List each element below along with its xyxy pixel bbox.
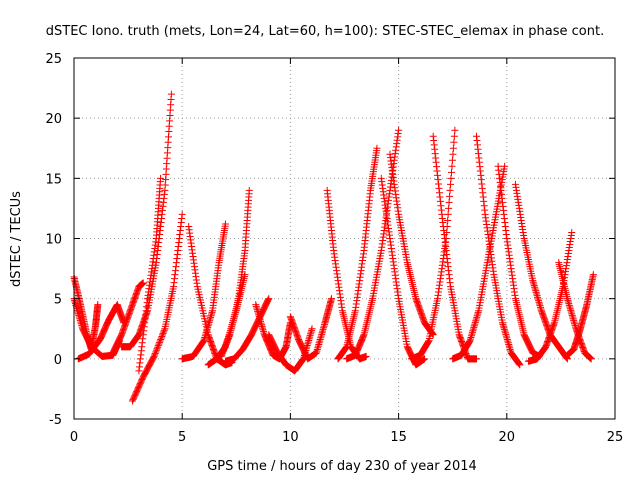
data-point <box>447 168 455 176</box>
data-point <box>154 343 162 351</box>
data-point <box>373 144 381 152</box>
data-point <box>447 174 455 182</box>
data-point <box>265 295 273 303</box>
data-point <box>421 355 429 363</box>
x-tick-label: 20 <box>499 430 516 445</box>
data-point <box>451 126 459 134</box>
data-point <box>139 279 147 287</box>
data-point <box>94 301 102 309</box>
data-point <box>395 126 403 134</box>
x-tick-label: 10 <box>282 430 299 445</box>
data-point <box>153 345 161 353</box>
data-point <box>155 339 163 347</box>
x-tick-label: 15 <box>390 430 407 445</box>
data-point <box>199 339 207 347</box>
x-tick-label: 0 <box>70 430 78 445</box>
y-tick-label: 10 <box>45 233 62 248</box>
y-tick-label: 25 <box>45 52 62 67</box>
data-point <box>449 150 457 158</box>
data-point <box>473 355 481 363</box>
data-point <box>151 349 159 357</box>
data-point <box>446 192 454 200</box>
data-point <box>450 138 458 146</box>
data-point <box>589 271 597 279</box>
y-tick-label: 5 <box>54 293 62 308</box>
chart-title: dSTEC Iono. truth (mets, Lon=24, Lat=60,… <box>46 24 604 39</box>
y-tick-label: 20 <box>45 112 62 127</box>
axis-ticks: 0 5 10 15 20 25 -5 0 5 10 15 20 25 <box>45 52 623 445</box>
data-point <box>446 186 454 194</box>
data-point <box>157 334 165 342</box>
data-point <box>154 342 162 350</box>
y-tick-label: 0 <box>54 353 62 368</box>
data-point <box>160 328 168 336</box>
data-point <box>159 329 167 337</box>
x-tick-label: 5 <box>178 430 186 445</box>
y-tick-label: -5 <box>49 413 62 428</box>
data-point <box>516 361 524 369</box>
data-point <box>447 180 455 188</box>
y-tick-label: 15 <box>45 172 62 187</box>
data-point <box>155 340 163 348</box>
x-axis-label: GPS time / hours of day 230 of year 2014 <box>207 459 477 474</box>
data-point <box>157 336 165 344</box>
data-point <box>152 346 160 354</box>
data-point <box>167 90 175 98</box>
data-point <box>449 144 457 152</box>
data-point <box>445 198 453 206</box>
data-point <box>444 210 452 218</box>
data-point <box>245 186 253 194</box>
data-point <box>444 216 452 224</box>
data-point <box>362 352 370 360</box>
data-point <box>221 220 229 228</box>
data-point <box>328 295 336 303</box>
data-point <box>160 326 168 334</box>
data-point <box>156 337 164 345</box>
data-point <box>587 355 595 363</box>
data-point <box>152 348 160 356</box>
data-point <box>448 156 456 164</box>
data-point <box>151 351 159 359</box>
y-axis-label: dSTEC / TECUs <box>9 191 24 287</box>
data-point <box>178 210 186 218</box>
data-point <box>157 174 165 182</box>
data-point <box>150 352 158 360</box>
data-point <box>448 162 456 170</box>
data-point <box>450 132 458 140</box>
data-point <box>445 204 453 212</box>
x-tick-label: 25 <box>607 430 624 445</box>
data-point <box>501 162 509 170</box>
data-point <box>158 331 166 339</box>
data-point <box>308 325 316 333</box>
data-point <box>568 228 576 236</box>
data-points <box>70 90 597 405</box>
data-point <box>158 332 166 340</box>
